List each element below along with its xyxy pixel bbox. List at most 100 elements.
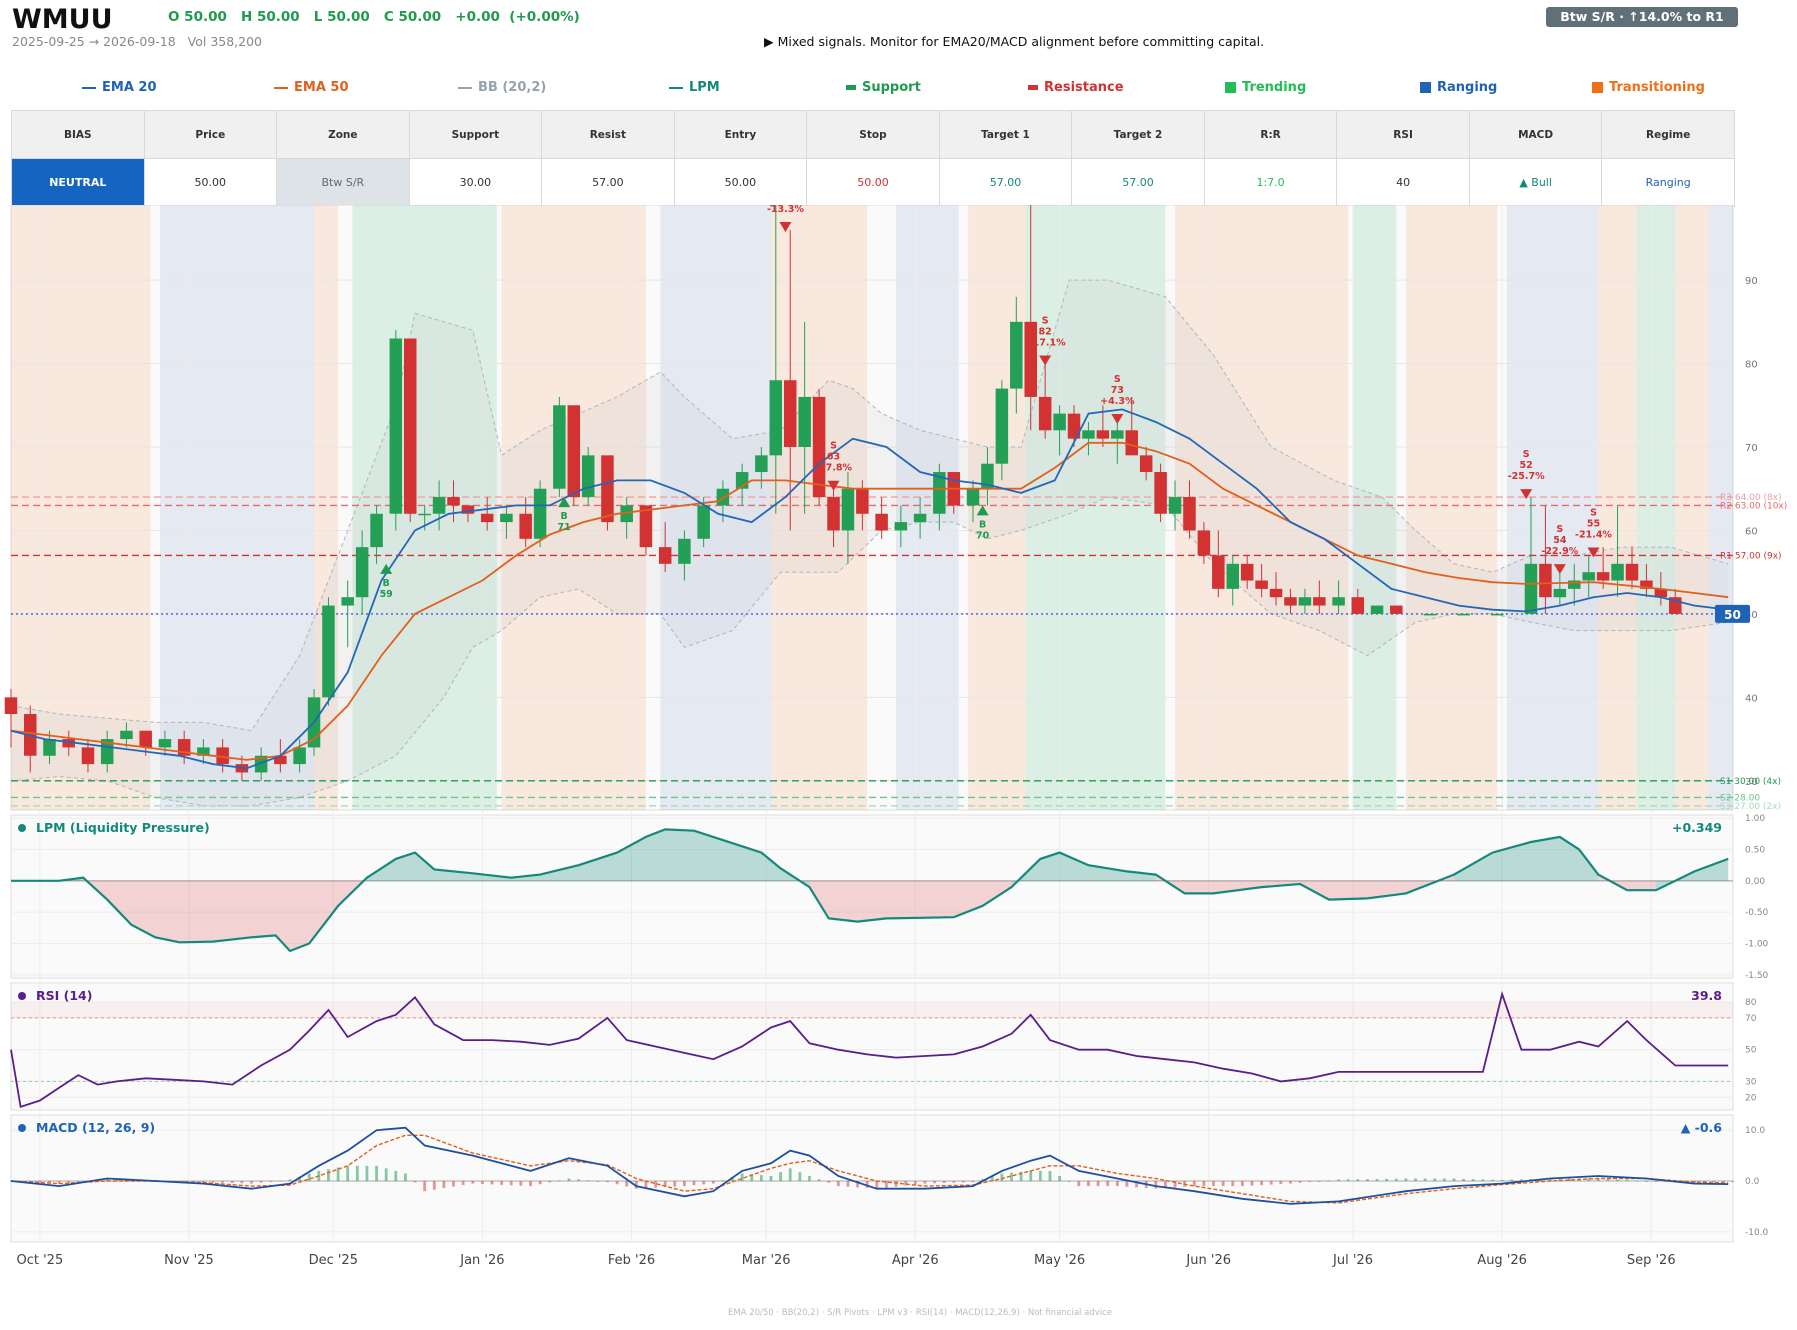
square-icon	[1592, 82, 1603, 93]
signal-pct: -27.8%	[815, 463, 852, 474]
regime-band-ranging	[1708, 205, 1733, 810]
macd-signal-line	[10, 1134, 1729, 1204]
macd-histogram-bar	[1731, 1181, 1735, 1183]
macd-histogram-bar	[1481, 1179, 1485, 1182]
legend-transitioning: Transitioning	[1592, 80, 1705, 95]
rsi-value: 39.8	[1691, 988, 1722, 1003]
month-tick-label: Jul '26	[1332, 1253, 1373, 1268]
candle-body	[1067, 413, 1081, 439]
candle-body	[1625, 563, 1639, 581]
stat-header-resist: Resist	[541, 110, 675, 159]
macd-histogram-bar	[913, 1181, 917, 1185]
macd-histogram-bar	[1308, 1181, 1312, 1182]
macd-histogram-bar	[307, 1173, 311, 1182]
candle-body	[1390, 605, 1403, 614]
lpm-tick-label: 0.50	[1745, 845, 1765, 855]
signal-price: 55	[1587, 518, 1600, 529]
macd-histogram-bar	[1616, 1179, 1619, 1182]
macd-histogram-bar	[105, 1178, 109, 1182]
macd-histogram-bar	[596, 1181, 600, 1182]
macd-histogram-bar	[461, 1181, 465, 1186]
macd-histogram-bar	[846, 1181, 850, 1187]
macd-histogram-bar	[1192, 1181, 1196, 1187]
candle-body	[1053, 413, 1066, 431]
candle-body	[716, 488, 730, 506]
candle-body	[1582, 572, 1595, 581]
macd-histogram-bar	[1019, 1171, 1023, 1182]
stats-table: BIAS Price Zone Support Resist Entry Stop Targe…	[11, 110, 1735, 207]
lpm-tick-label: 0.00	[1745, 877, 1765, 887]
lpm-area	[857, 880, 887, 922]
macd-histogram-bar	[1568, 1178, 1571, 1182]
level-label: R2 63.00 (10x)	[1720, 501, 1787, 511]
month-tick-label: Jan '26	[459, 1253, 504, 1268]
macd-histogram-bar	[808, 1175, 811, 1182]
macd-histogram-bar	[509, 1181, 513, 1186]
buy-arrow-icon	[558, 497, 571, 508]
chart-legend: EMA 20 EMA 50 BB (20,2) LPM Support Resistanc…	[12, 80, 1734, 100]
stat-header-entry: Entry	[673, 110, 808, 159]
price-tick-label: 50	[1745, 610, 1758, 621]
rsi-panel: 80 70 50 30 20 RSI (14) 39.8	[10, 988, 1757, 1108]
regime-bands	[11, 205, 1733, 810]
lpm-area	[179, 880, 214, 943]
lpm-area	[275, 880, 290, 952]
macd-line	[10, 1126, 1729, 1205]
month-tick-label: Apr '26	[892, 1253, 939, 1268]
stat-header-stop: Stop	[806, 110, 940, 159]
macd-histogram-bar	[683, 1181, 686, 1187]
macd-histogram-bar	[548, 1181, 552, 1183]
legend-label: EMA 50	[294, 80, 349, 95]
macd-panel: 10.0 0.0 -10.0 MACD (12, 26, 9) ▲ -0.6	[9, 1120, 1769, 1238]
candle-body	[620, 505, 633, 523]
regime-band-trending	[1025, 205, 1166, 810]
legend-label: EMA 20	[102, 80, 157, 95]
macd-value: ▲ -0.6	[1681, 1120, 1723, 1135]
candle-body	[697, 505, 710, 539]
macd-histogram-bar	[625, 1181, 629, 1187]
lpm-area	[1328, 880, 1368, 900]
stat-header-zone: Zone	[276, 110, 410, 159]
macd-histogram-bar	[490, 1181, 494, 1185]
macd-histogram-bar	[1375, 1178, 1379, 1182]
candle-body	[1423, 613, 1437, 616]
lpm-area	[617, 836, 646, 881]
lpm-area	[578, 852, 618, 881]
macd-histogram-bar	[259, 1181, 263, 1183]
stat-header-macd: MACD	[1468, 110, 1603, 159]
lpm-area	[1627, 880, 1657, 891]
candle-body	[1457, 613, 1470, 616]
macd-histogram-bar	[1317, 1181, 1321, 1182]
macd-histogram-bar	[1154, 1181, 1158, 1189]
regime-band-transitioning	[1405, 205, 1498, 810]
macd-histogram-bar	[278, 1180, 282, 1182]
sell-arrow-icon	[1111, 413, 1124, 424]
candle-body	[1351, 597, 1365, 614]
candle-body	[1524, 563, 1538, 614]
signal-price: 70	[976, 530, 990, 541]
macd-histogram-bar	[961, 1181, 965, 1183]
lpm-area	[131, 880, 156, 938]
macd-histogram-bar	[769, 1175, 773, 1182]
level-label: S2 28.00	[1720, 793, 1760, 803]
macd-histogram-bar	[1135, 1181, 1138, 1188]
bb-fill	[11, 280, 1729, 806]
macd-histogram-bar	[740, 1173, 744, 1182]
macd-histogram-bar	[1048, 1170, 1052, 1182]
macd-histogram-bar	[1587, 1178, 1591, 1182]
candle-body	[1168, 497, 1182, 514]
regime-band-transitioning	[11, 205, 151, 810]
macd-histogram-bar	[1414, 1178, 1417, 1182]
lpm-area	[1213, 880, 1262, 894]
stat-header-target-2: Target 2	[1071, 110, 1205, 159]
signal-price: 63	[827, 452, 840, 463]
rsi-line	[10, 990, 1729, 1108]
candle-body	[432, 497, 446, 514]
macd-histogram-bar	[1337, 1179, 1340, 1182]
macd-histogram-bar	[442, 1181, 446, 1189]
candle-body	[894, 522, 908, 531]
candle-body	[447, 497, 460, 506]
macd-histogram-bar	[971, 1181, 975, 1183]
candle-body	[966, 488, 980, 506]
macd-histogram-bar	[346, 1165, 350, 1182]
